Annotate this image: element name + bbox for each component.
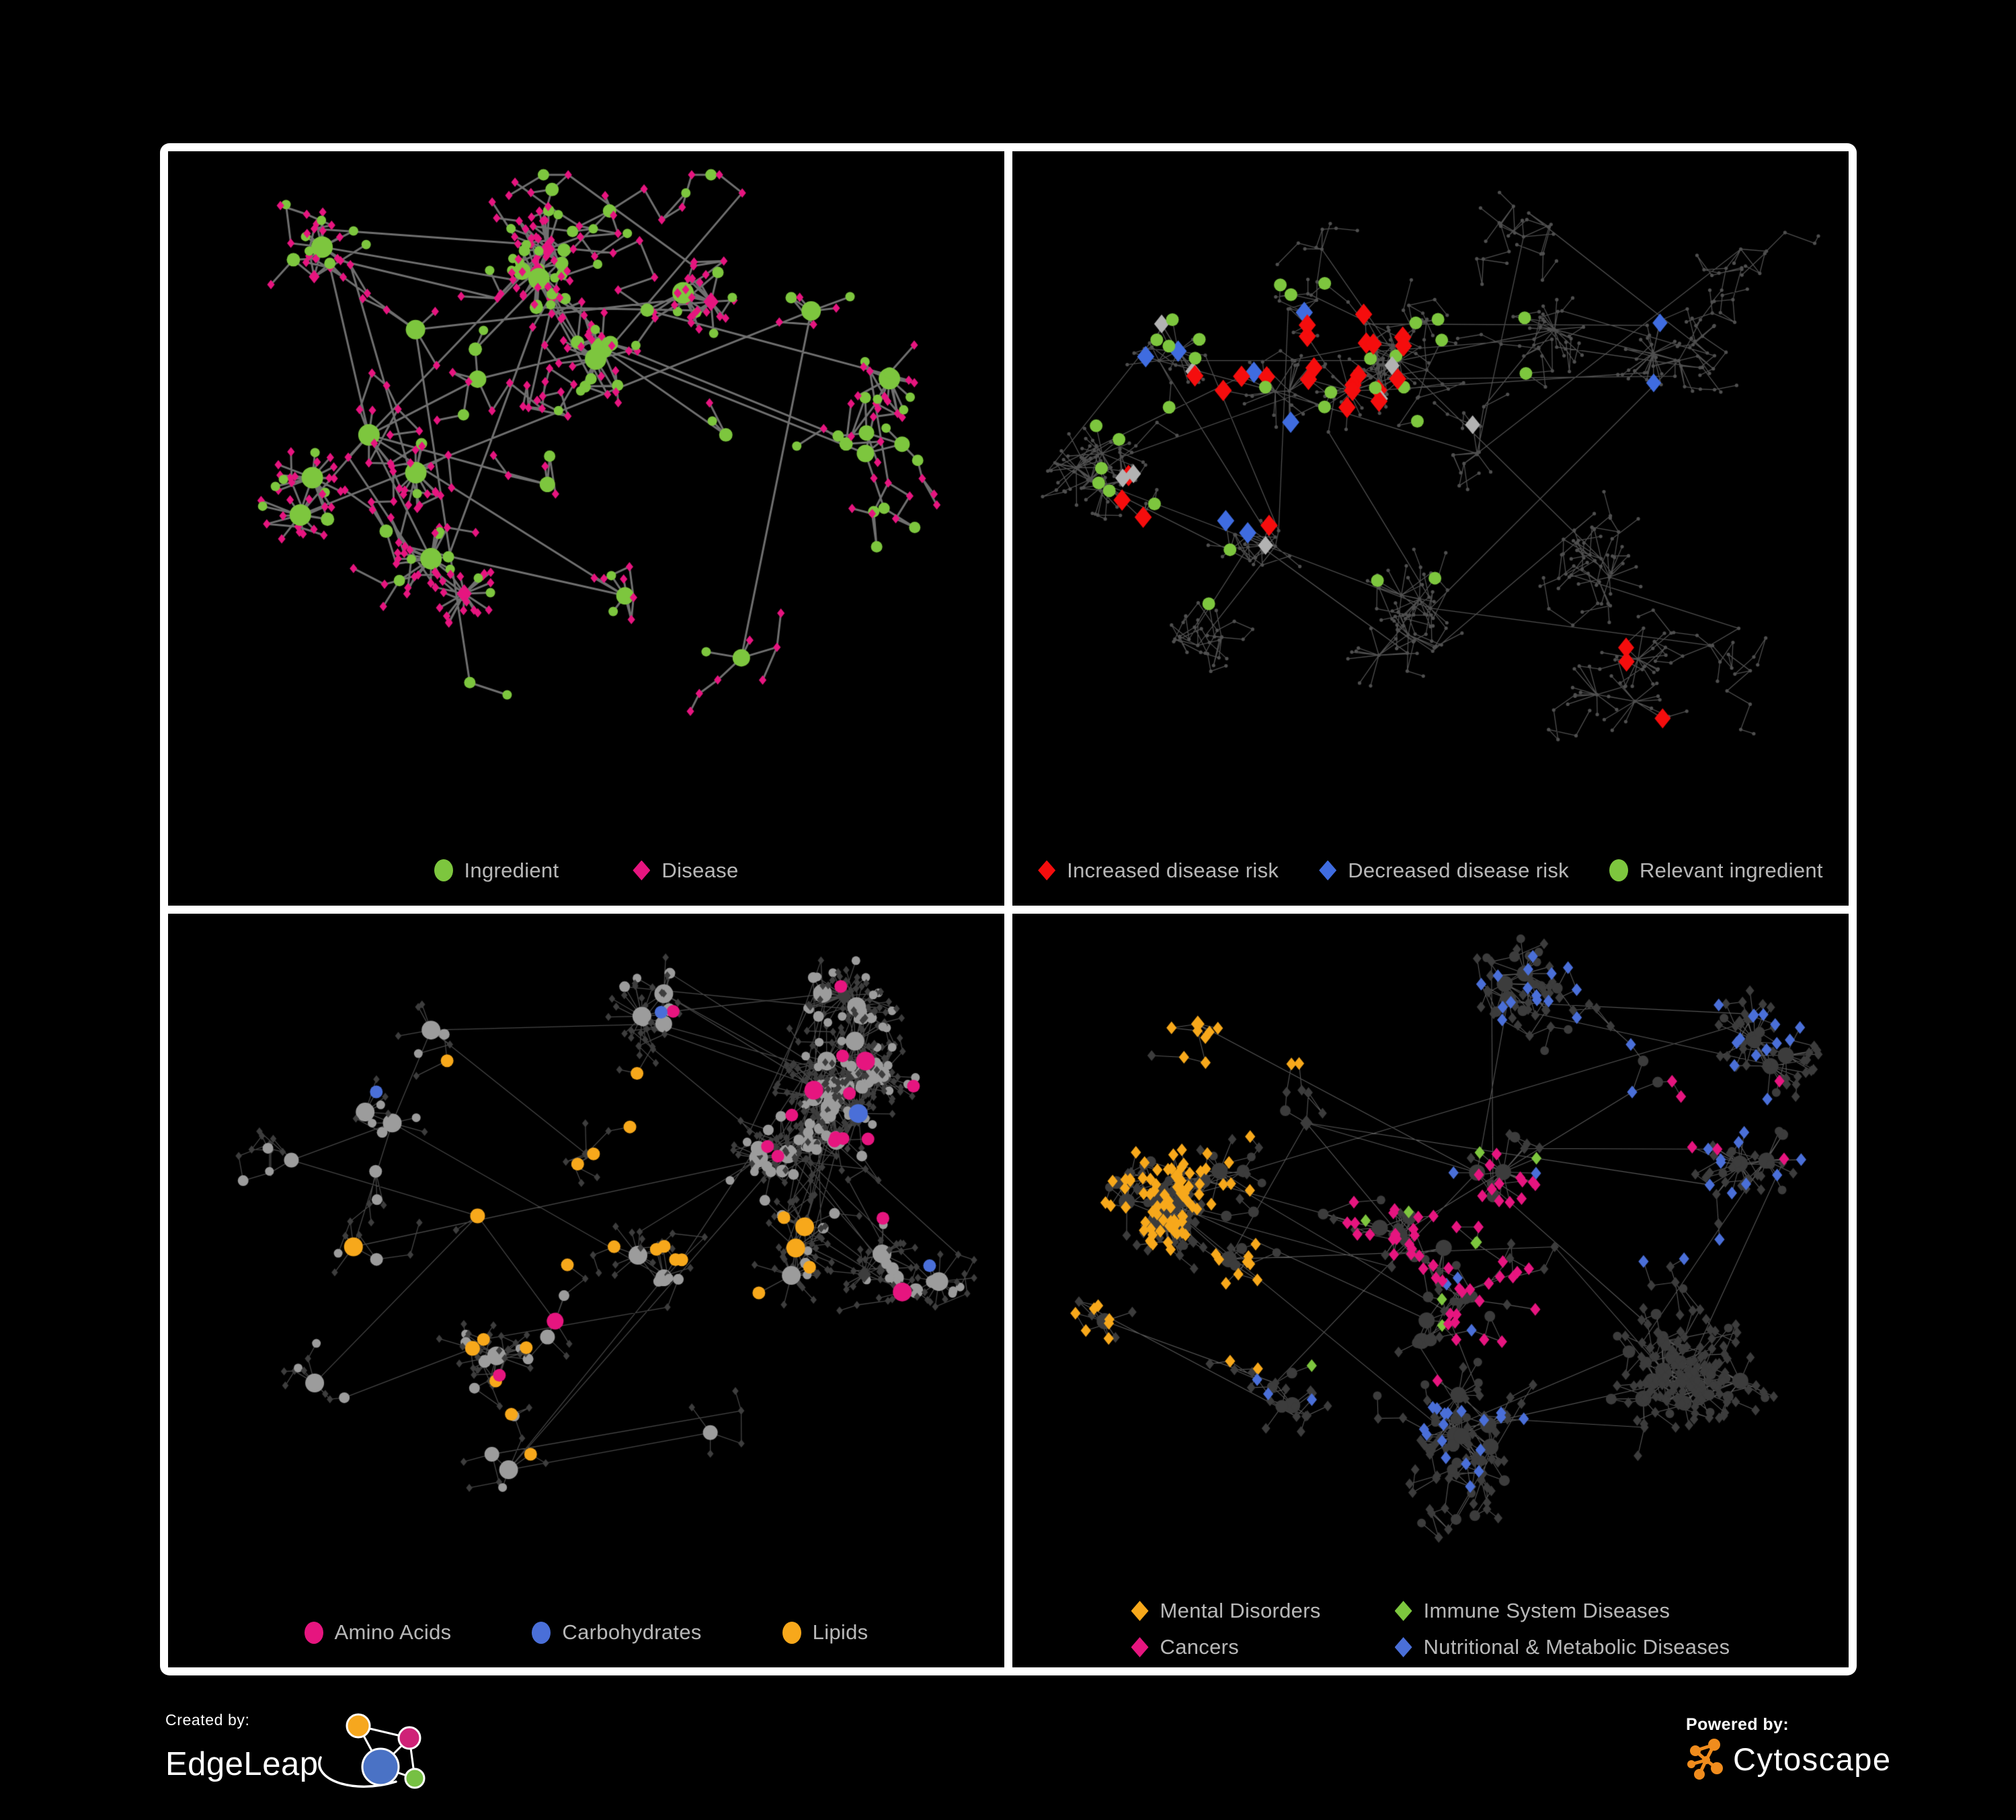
legend-item-immune-system-diseases: Immune System Diseases xyxy=(1394,1599,1670,1623)
legend-item-nutritional-metabolic-diseases: Nutritional & Metabolic Diseases xyxy=(1394,1635,1730,1659)
legend-label: Lipids xyxy=(812,1620,869,1644)
created-by-caption: Created by: xyxy=(165,1711,250,1729)
panel-ingredient-disease: Ingredient Disease xyxy=(168,151,1004,906)
legend-item-carbohydrates: Carbohydrates xyxy=(532,1620,701,1645)
legend-ingredient-classes: Amino Acids Carbohydrates Lipids xyxy=(168,1620,1004,1645)
nutritional-metabolic-diseases-marker-icon xyxy=(1394,1637,1412,1657)
edgeleap-logo-icon xyxy=(318,1713,426,1789)
legend-item-amino-acids: Amino Acids xyxy=(304,1620,452,1645)
edgeleap-brand-text: EdgeLeap xyxy=(165,1745,319,1782)
legend-disease-risk: Increased disease risk Decreased disease … xyxy=(1012,859,1849,883)
legend-label: Cancers xyxy=(1160,1635,1240,1659)
mental-disorders-marker-icon xyxy=(1131,1601,1149,1621)
legend-item-relevant-ingredient: Relevant ingredient xyxy=(1609,859,1823,883)
legend-label: Disease xyxy=(661,858,739,882)
immune-system-diseases-marker-icon xyxy=(1394,1601,1412,1621)
cytoscape-logo-icon xyxy=(1687,1739,1723,1780)
panel-disease-classes: Mental Disorders Immune System Diseases Ca… xyxy=(1012,913,1849,1667)
network-ingredient-disease xyxy=(168,151,1004,905)
decreased-disease-risk-marker-icon xyxy=(1319,860,1337,881)
carbohydrates-marker-icon xyxy=(532,1621,551,1644)
amino-acids-marker-icon xyxy=(304,1621,323,1644)
increased-disease-risk-marker-icon xyxy=(1038,860,1056,881)
panel-ingredient-classes: Amino Acids Carbohydrates Lipids xyxy=(168,913,1004,1667)
lipids-marker-icon xyxy=(782,1621,801,1644)
network-disease-classes xyxy=(1012,913,1849,1667)
legend-item-decreased-disease-risk: Decreased disease risk xyxy=(1319,859,1569,883)
created-by-block: Created by: EdgeLeap xyxy=(165,1711,433,1796)
legend-disease-classes: Mental Disorders Immune System Diseases Ca… xyxy=(1012,1599,1849,1659)
panel-disease-risk: Increased disease risk Decreased disease … xyxy=(1012,151,1849,906)
legend-label: Amino Acids xyxy=(334,1620,452,1644)
disease-marker-icon xyxy=(633,860,651,881)
network-disease-risk xyxy=(1012,151,1849,905)
legend-item-cancers: Cancers xyxy=(1131,1635,1240,1659)
legend-label: Increased disease risk xyxy=(1067,858,1279,882)
legend-label: Mental Disorders xyxy=(1160,1599,1321,1622)
legend-item-lipids: Lipids xyxy=(782,1620,869,1645)
legend-item-increased-disease-risk: Increased disease risk xyxy=(1038,859,1279,883)
relevant-ingredient-marker-icon xyxy=(1609,859,1628,881)
legend-label: Relevant ingredient xyxy=(1640,858,1823,882)
powered-by-block: Powered by: xyxy=(1686,1715,1892,1780)
legend-item-mental-disorders: Mental Disorders xyxy=(1131,1599,1321,1623)
network-panel-grid: Ingredient Disease Increased disease risk… xyxy=(160,143,1857,1675)
cancers-marker-icon xyxy=(1131,1637,1149,1657)
legend-ingredient-disease: Ingredient Disease xyxy=(168,859,1004,883)
legend-item-disease: Disease xyxy=(633,859,738,883)
network-ingredient-classes xyxy=(168,913,1004,1667)
cytoscape-brand-text: Cytoscape xyxy=(1733,1741,1892,1777)
ingredient-marker-icon xyxy=(434,859,453,881)
powered-by-caption: Powered by: xyxy=(1686,1715,1789,1734)
legend-item-ingredient: Ingredient xyxy=(434,859,559,883)
legend-label: Nutritional & Metabolic Diseases xyxy=(1423,1635,1730,1659)
legend-label: Decreased disease risk xyxy=(1348,858,1569,882)
legend-label: Immune System Diseases xyxy=(1423,1599,1670,1622)
legend-label: Carbohydrates xyxy=(562,1620,702,1644)
legend-label: Ingredient xyxy=(464,858,559,882)
